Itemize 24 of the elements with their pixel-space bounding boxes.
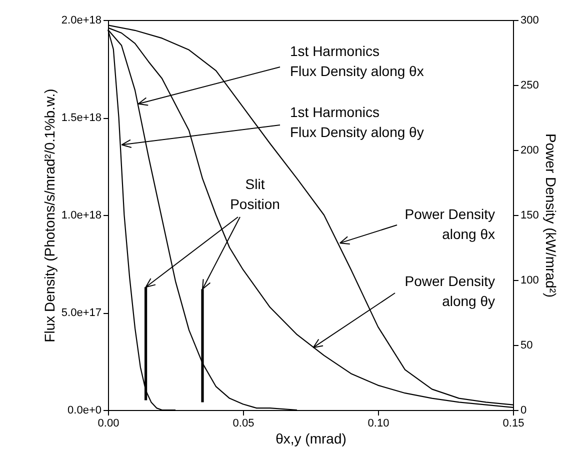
- y-axis-title: Flux Density (Photons/s/mrad²/0.1%b.w.): [41, 88, 58, 342]
- y2-tick-label: 50: [520, 340, 533, 352]
- y-tick-label: 1.5e+18: [61, 112, 102, 124]
- x-tick-label: 0.00: [98, 418, 120, 430]
- annotation: 1st Harmonics Flux Density along θy: [290, 104, 424, 140]
- y-tick-label: 2.0e+18: [61, 14, 102, 26]
- y2-tick-label: 250: [520, 80, 539, 92]
- y2-tick-label: 0: [520, 404, 527, 416]
- y2-tick-label: 300: [520, 14, 539, 26]
- annotation: Power Density along θx: [404, 206, 495, 242]
- y-tick-label: 0.0e+0: [68, 404, 102, 416]
- x-tick-label: 0.05: [232, 418, 254, 430]
- y2-axis-title: Power Density (kW/mrad²): [542, 133, 559, 298]
- annotation: Power Density along θy: [404, 273, 495, 309]
- y2-tick-label: 100: [520, 274, 539, 286]
- y2-tick-label: 150: [520, 210, 539, 222]
- x-tick-label: 0.10: [368, 418, 390, 430]
- x-axis-title: θx,y (mrad): [276, 430, 346, 446]
- x-tick-label: 0.15: [502, 418, 524, 430]
- y-tick-label: 1.0e+18: [61, 210, 102, 222]
- y2-tick-label: 200: [520, 144, 539, 156]
- annotation: Slit Position: [230, 176, 280, 212]
- y-tick-label: 5.0e+17: [61, 307, 102, 319]
- annotation: 1st Harmonics Flux Density along θx: [290, 43, 424, 79]
